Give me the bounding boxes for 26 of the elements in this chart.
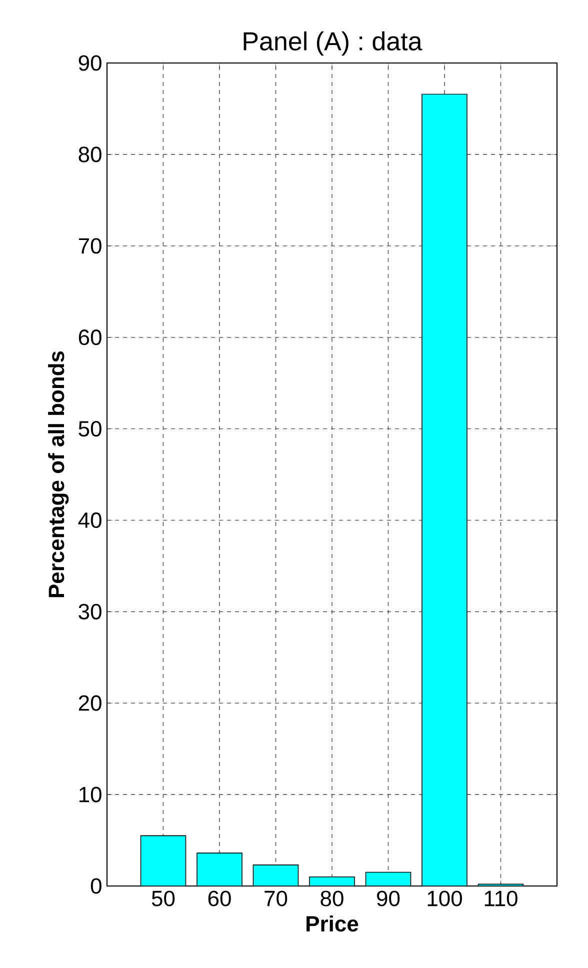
y-tick-label: 70 [78, 238, 102, 254]
x-tick-label: 50 [152, 890, 175, 906]
x-tick-label: 110 [484, 890, 518, 906]
bar [253, 864, 298, 886]
bar [366, 872, 411, 886]
x-tick-label: 100 [428, 890, 462, 906]
y-tick-label: 50 [78, 420, 102, 437]
x-tick-label: 70 [264, 890, 288, 906]
x-tick-label: 90 [377, 890, 400, 906]
bar [196, 853, 242, 886]
y-tick-label: 60 [78, 330, 102, 346]
y-tick-label: 0 [90, 878, 102, 894]
bar [310, 876, 354, 886]
y-tick-label: 30 [78, 604, 102, 620]
x-tick-label: 60 [208, 890, 231, 906]
bar [140, 836, 186, 886]
y-tick-label: 10 [79, 786, 102, 802]
chart-title: Panel (A) : data [244, 31, 422, 56]
y-tick-label: 90 [78, 55, 102, 71]
x-axis-title: Price [306, 915, 358, 932]
y-tick-label: 80 [78, 146, 102, 162]
y-tick-label: 40 [78, 512, 102, 528]
x-tick-label: 80 [320, 890, 344, 906]
bar [422, 94, 467, 886]
y-axis-title: Percentage of all bonds [48, 351, 69, 598]
y-tick-label: 20 [78, 695, 102, 711]
